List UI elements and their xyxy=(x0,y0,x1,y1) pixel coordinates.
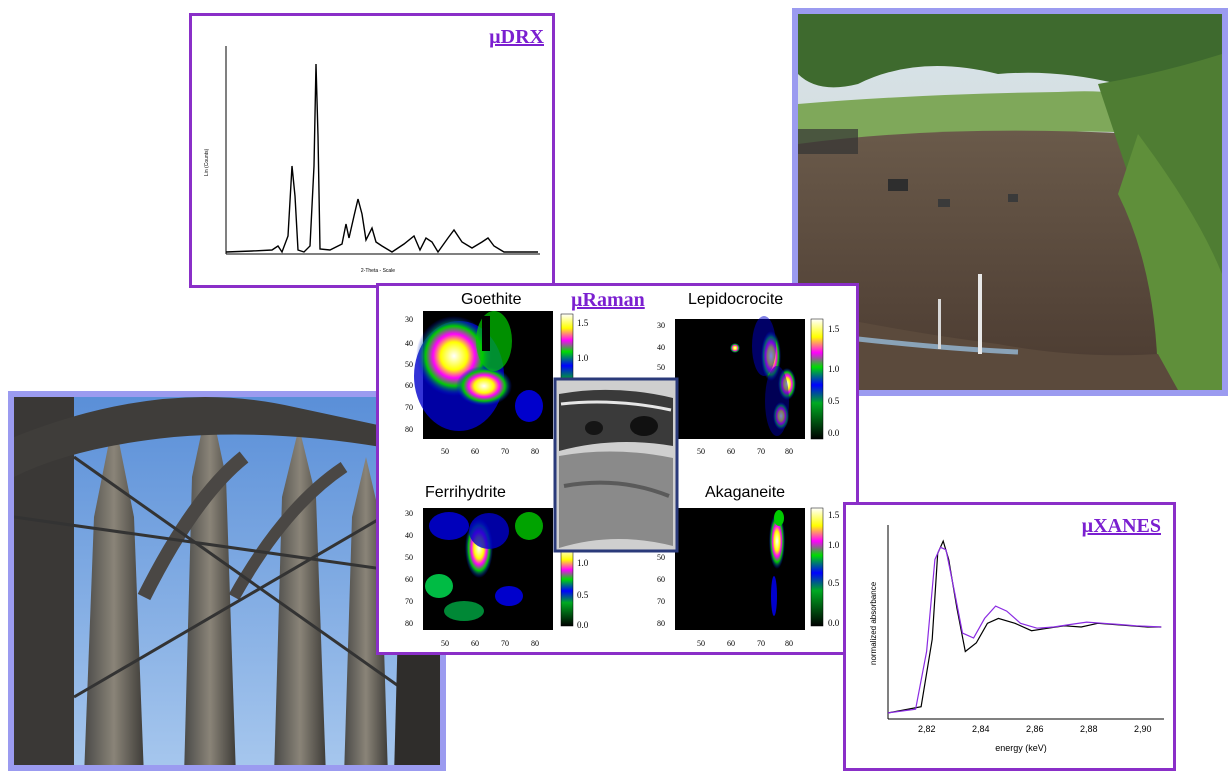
scale-akaganeite: 1.5 1.0 0.5 0.0 xyxy=(810,507,840,628)
drx-panel: µDRX 2-Theta - Scale Lin (Counts) xyxy=(189,13,555,288)
x-tick: 70 xyxy=(757,639,765,648)
x-tick: 50 xyxy=(697,447,705,456)
raman-title-link[interactable]: µRaman xyxy=(571,289,645,311)
x-tick: 60 xyxy=(471,447,479,456)
scale-tick: 1.0 xyxy=(828,364,840,374)
x-ticks-akaganeite: 50 60 70 80 xyxy=(697,639,793,648)
map-title-akaganeite: Akaganeite xyxy=(705,484,786,501)
map-title-ferrihydrite: Ferrihydrite xyxy=(425,484,506,501)
x-tick: 70 xyxy=(501,639,509,648)
x-tick: 80 xyxy=(785,447,793,456)
y-tick: 70 xyxy=(405,597,413,606)
y-tick: 40 xyxy=(405,339,413,348)
y-tick: 30 xyxy=(405,315,413,324)
x-tick: 50 xyxy=(441,639,449,648)
scale-tick: 0.0 xyxy=(828,428,840,438)
xanes-title-link[interactable]: µXANES xyxy=(1081,515,1161,537)
cathedral-photo-image xyxy=(14,397,440,765)
excavation-photo-image xyxy=(798,14,1222,390)
y-tick: 50 xyxy=(405,360,413,369)
y-tick: 60 xyxy=(405,575,413,584)
excavation-photo xyxy=(792,8,1228,396)
x-tick: 2,86 xyxy=(1026,724,1044,734)
y-tick: 50 xyxy=(657,553,665,562)
x-tick: 70 xyxy=(501,447,509,456)
x-tick: 60 xyxy=(727,639,735,648)
x-tick: 80 xyxy=(531,447,539,456)
scale-tick: 0.5 xyxy=(828,396,840,406)
xanes-panel: µXANES 2,82 2,84 2,86 2,88 2,90 energy (… xyxy=(843,502,1176,771)
x-tick: 70 xyxy=(757,447,765,456)
y-tick: 50 xyxy=(405,553,413,562)
y-tick: 80 xyxy=(405,425,413,434)
raman-panel: µRaman Goethite Lepidocrocite Ferrihydri… xyxy=(376,283,859,655)
map-ferrihydrite xyxy=(423,508,553,630)
scale-tick: 1.0 xyxy=(828,540,840,550)
y-tick: 50 xyxy=(657,363,665,372)
x-tick: 2,90 xyxy=(1134,724,1152,734)
x-ticks-goethite: 50 60 70 80 xyxy=(441,447,539,456)
y-tick: 30 xyxy=(405,509,413,518)
scale-tick: 1.0 xyxy=(577,558,589,568)
x-tick: 80 xyxy=(785,639,793,648)
x-tick: 50 xyxy=(697,639,705,648)
x-tick: 80 xyxy=(531,639,539,648)
x-tick: 60 xyxy=(471,639,479,648)
y-tick: 30 xyxy=(657,321,665,330)
scale-ferrihydrite: 1.0 0.5 0.0 xyxy=(560,547,589,630)
map-akaganeite xyxy=(675,508,805,630)
y-tick: 70 xyxy=(657,597,665,606)
x-tick: 50 xyxy=(441,447,449,456)
x-tick: 60 xyxy=(727,447,735,456)
drx-ylabel: Lin (Counts) xyxy=(204,148,210,176)
cathedral-photo xyxy=(8,391,446,771)
y-ticks-goethite: 30 40 50 60 70 80 xyxy=(405,315,413,434)
y-ticks-ferrihydrite: 30 40 50 60 70 80 xyxy=(405,509,413,628)
x-ticks-lepidocrocite: 50 60 70 80 xyxy=(697,447,793,456)
y-tick: 40 xyxy=(657,343,665,352)
scale-tick: 0.5 xyxy=(828,578,840,588)
drx-xlabel: 2-Theta - Scale xyxy=(361,268,395,274)
y-tick: 60 xyxy=(657,575,665,584)
map-title-lepidocrocite: Lepidocrocite xyxy=(688,291,784,308)
raman-maps: 1.5 1.0 1.5 1.0 0.5 0.0 xyxy=(405,311,840,648)
drx-title-link[interactable]: µDRX xyxy=(489,26,544,48)
xanes-chart: 2,82 2,84 2,86 2,88 2,90 energy (keV) no… xyxy=(869,525,1164,753)
y-tick: 70 xyxy=(405,403,413,412)
drx-chart: 2-Theta - Scale Lin (Counts) xyxy=(204,46,540,274)
map-lepidocrocite xyxy=(675,316,805,439)
x-tick: 2,88 xyxy=(1080,724,1098,734)
scale-tick: 0.0 xyxy=(828,618,840,628)
scale-tick: 1.5 xyxy=(577,318,589,328)
y-tick: 80 xyxy=(405,619,413,628)
xanes-xlabel: energy (keV) xyxy=(995,743,1047,753)
scale-tick: 1.5 xyxy=(828,324,840,334)
y-tick: 60 xyxy=(405,381,413,390)
y-tick: 80 xyxy=(657,619,665,628)
scale-tick: 1.5 xyxy=(828,510,840,520)
sample-micrograph xyxy=(553,377,679,553)
scale-tick: 0.0 xyxy=(577,620,589,630)
scale-tick: 0.5 xyxy=(577,590,589,600)
x-ticks-ferrihydrite: 50 60 70 80 xyxy=(441,639,539,648)
xanes-ylabel: normalized absorbance xyxy=(869,581,878,665)
scale-lepidocrocite: 1.5 1.0 0.5 0.0 xyxy=(810,318,840,440)
xanes-x-ticks: 2,82 2,84 2,86 2,88 2,90 xyxy=(918,724,1152,734)
xanes-series-line-2 xyxy=(887,546,1162,714)
drx-pattern-line xyxy=(225,63,538,254)
x-tick: 2,84 xyxy=(972,724,990,734)
x-tick: 2,82 xyxy=(918,724,936,734)
scale-tick: 1.0 xyxy=(577,353,589,363)
y-tick: 40 xyxy=(405,531,413,540)
map-title-goethite: Goethite xyxy=(461,291,522,308)
map-goethite xyxy=(414,311,553,439)
